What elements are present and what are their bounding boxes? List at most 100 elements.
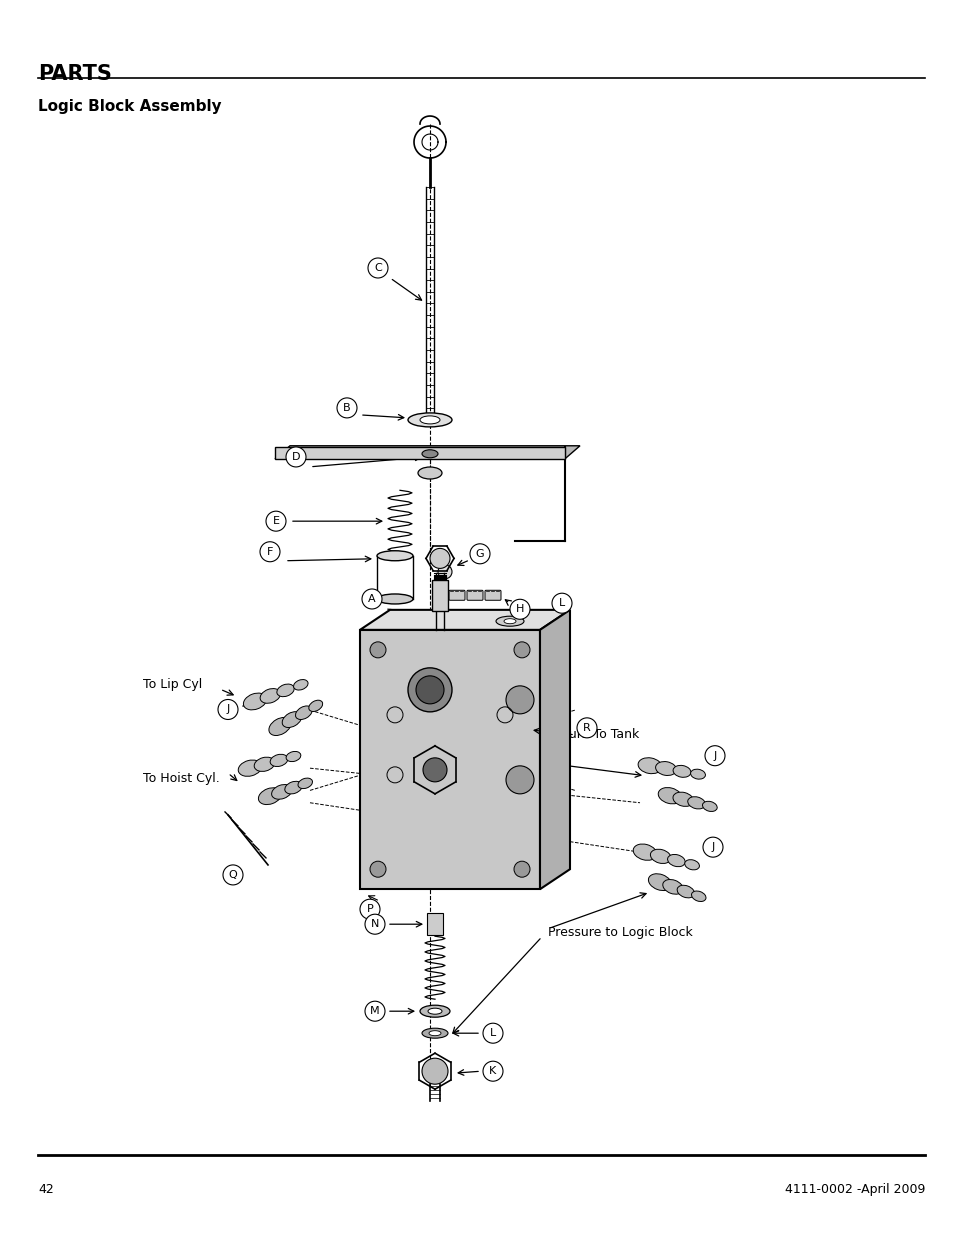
Text: D: D — [292, 452, 300, 462]
FancyBboxPatch shape — [467, 590, 482, 600]
Circle shape — [514, 642, 530, 658]
Circle shape — [260, 542, 280, 562]
Ellipse shape — [691, 890, 705, 902]
Text: H: H — [516, 604, 523, 614]
Ellipse shape — [690, 769, 704, 779]
Ellipse shape — [672, 792, 693, 806]
Polygon shape — [359, 610, 569, 630]
Text: L: L — [558, 598, 564, 608]
Text: J: J — [713, 751, 716, 761]
Text: To Hoist Cyl.: To Hoist Cyl. — [143, 772, 219, 784]
Ellipse shape — [429, 1031, 440, 1036]
Ellipse shape — [270, 755, 288, 767]
Polygon shape — [539, 610, 569, 889]
Ellipse shape — [243, 693, 266, 710]
Ellipse shape — [376, 594, 413, 604]
Text: K: K — [489, 1066, 497, 1076]
Ellipse shape — [658, 788, 681, 804]
Circle shape — [266, 511, 286, 531]
Text: R: R — [582, 722, 590, 732]
Circle shape — [505, 685, 534, 714]
Circle shape — [702, 837, 722, 857]
Ellipse shape — [295, 706, 312, 720]
Circle shape — [416, 676, 443, 704]
Circle shape — [359, 899, 379, 919]
Text: F: F — [267, 547, 273, 557]
Text: Logic Block Assembly: Logic Block Assembly — [38, 99, 221, 114]
FancyBboxPatch shape — [359, 630, 539, 889]
Text: Q: Q — [229, 869, 237, 879]
Ellipse shape — [276, 684, 294, 697]
Circle shape — [552, 593, 572, 614]
Circle shape — [408, 668, 452, 711]
Circle shape — [336, 398, 356, 417]
Ellipse shape — [684, 860, 699, 869]
FancyBboxPatch shape — [484, 590, 500, 600]
Ellipse shape — [376, 551, 413, 561]
FancyBboxPatch shape — [449, 590, 464, 600]
FancyBboxPatch shape — [427, 913, 442, 935]
Circle shape — [514, 861, 530, 877]
Ellipse shape — [648, 873, 671, 890]
Text: 42: 42 — [38, 1183, 54, 1197]
Ellipse shape — [282, 711, 301, 727]
Ellipse shape — [638, 758, 661, 773]
Ellipse shape — [421, 450, 437, 458]
Text: N: N — [371, 919, 378, 929]
Ellipse shape — [650, 850, 670, 863]
Text: J: J — [226, 704, 230, 715]
Ellipse shape — [633, 844, 656, 861]
Ellipse shape — [272, 784, 292, 799]
Text: M: M — [370, 1007, 379, 1016]
Text: G: G — [476, 548, 484, 558]
Ellipse shape — [655, 762, 676, 776]
Ellipse shape — [297, 778, 313, 789]
Circle shape — [482, 1061, 502, 1081]
Circle shape — [421, 1058, 448, 1084]
Circle shape — [368, 258, 388, 278]
Ellipse shape — [309, 700, 322, 711]
Circle shape — [510, 599, 530, 619]
Ellipse shape — [285, 782, 302, 794]
Text: Return To Tank: Return To Tank — [547, 729, 639, 741]
Circle shape — [422, 758, 447, 782]
Ellipse shape — [253, 757, 274, 772]
Ellipse shape — [286, 751, 300, 762]
Ellipse shape — [419, 1005, 450, 1018]
Text: Pressure to Logic Block: Pressure to Logic Block — [547, 926, 692, 939]
Circle shape — [370, 642, 386, 658]
Circle shape — [482, 1024, 502, 1044]
Text: P: P — [366, 904, 373, 914]
Text: PARTS: PARTS — [38, 64, 112, 84]
Ellipse shape — [258, 788, 281, 804]
Text: A: A — [368, 594, 375, 604]
Text: B: B — [343, 403, 351, 412]
Ellipse shape — [677, 885, 694, 898]
Polygon shape — [274, 446, 579, 458]
Circle shape — [370, 861, 386, 877]
Ellipse shape — [503, 619, 516, 624]
Circle shape — [365, 1002, 385, 1021]
Ellipse shape — [667, 855, 684, 867]
Ellipse shape — [673, 766, 690, 777]
Polygon shape — [274, 447, 564, 458]
Circle shape — [577, 718, 597, 737]
Ellipse shape — [294, 679, 308, 690]
Ellipse shape — [260, 689, 280, 703]
Circle shape — [704, 746, 724, 766]
FancyBboxPatch shape — [432, 580, 448, 611]
Circle shape — [505, 766, 534, 794]
Text: E: E — [273, 516, 279, 526]
Text: L: L — [489, 1029, 496, 1039]
Ellipse shape — [496, 616, 523, 626]
Circle shape — [470, 543, 490, 564]
Circle shape — [365, 914, 385, 934]
Ellipse shape — [269, 718, 291, 736]
Text: C: C — [374, 263, 381, 273]
Ellipse shape — [238, 760, 261, 777]
Ellipse shape — [417, 467, 441, 479]
Circle shape — [218, 699, 237, 720]
Circle shape — [361, 589, 381, 609]
Ellipse shape — [701, 802, 717, 811]
Ellipse shape — [687, 797, 704, 809]
